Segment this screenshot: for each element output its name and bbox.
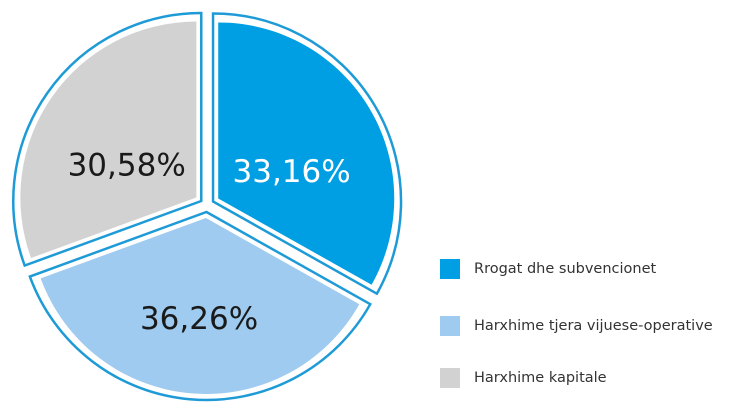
slice	[218, 22, 395, 285]
legend-swatch	[440, 316, 460, 336]
slice-label: 33,16%	[233, 154, 351, 190]
slice-group	[211, 12, 403, 296]
legend-swatch	[440, 368, 460, 388]
slice	[40, 217, 360, 394]
slice-group	[28, 210, 372, 402]
legend-label: Harxhime tjera vijuese-operative	[474, 318, 713, 334]
slice	[20, 21, 197, 259]
legend-swatch	[440, 259, 460, 279]
legend-label: Harxhime kapitale	[474, 370, 607, 386]
slice-label: 36,26%	[140, 301, 258, 337]
slice-label: 30,58%	[68, 147, 186, 183]
slice-group	[12, 11, 203, 268]
legend-label: Rrogat dhe subvencionet	[474, 261, 657, 277]
